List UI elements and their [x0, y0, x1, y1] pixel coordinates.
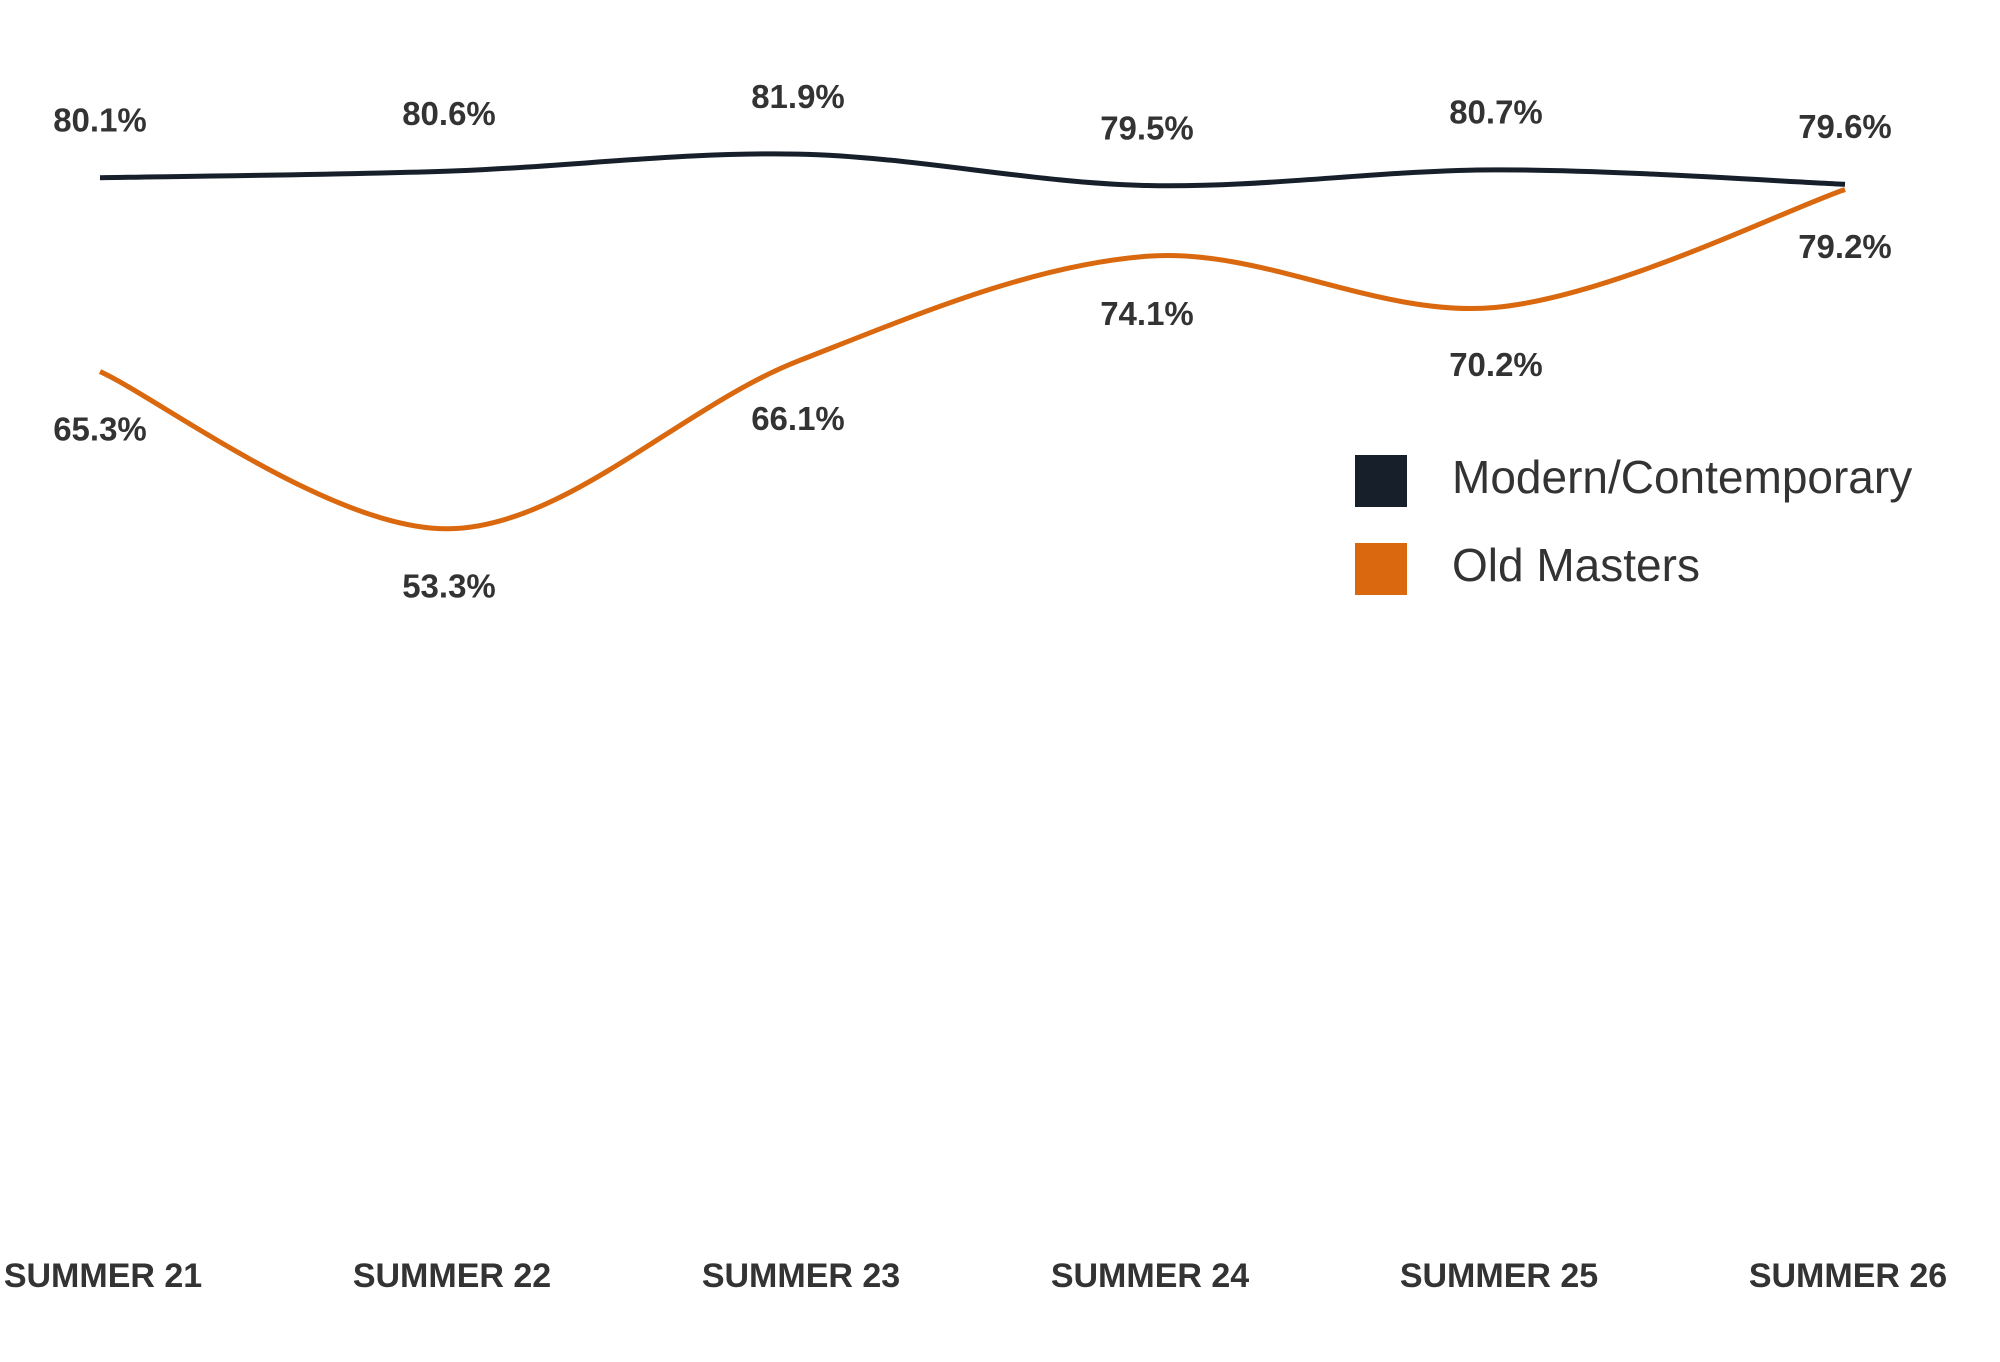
value-label: 66.1%	[751, 400, 845, 437]
legend-swatch	[1355, 543, 1407, 595]
value-label: 80.6%	[402, 95, 496, 132]
value-label: 79.5%	[1100, 109, 1194, 146]
value-label: 74.1%	[1100, 295, 1194, 332]
value-label: 80.7%	[1449, 94, 1543, 131]
legend-swatch	[1355, 455, 1407, 507]
x-tick-label: SUMMER 24	[1051, 1257, 1249, 1295]
value-label: 70.2%	[1449, 346, 1543, 383]
value-label: 79.6%	[1798, 108, 1892, 145]
value-label: 65.3%	[53, 410, 147, 447]
value-label: 80.1%	[53, 101, 147, 138]
line	[99, 151, 1846, 189]
x-tick-label: SUMMER 21	[4, 1257, 202, 1295]
line	[98, 187, 1846, 532]
legend-label: Old Masters	[1452, 539, 1700, 591]
value-label: 81.9%	[751, 78, 845, 115]
x-tick-label: SUMMER 25	[1400, 1257, 1598, 1295]
x-tick-label: SUMMER 22	[353, 1257, 551, 1295]
x-tick-label: SUMMER 23	[702, 1257, 900, 1295]
legend-label: Modern/Contemporary	[1452, 451, 1912, 503]
value-label: 53.3%	[402, 567, 496, 604]
x-tick-label: SUMMER 26	[1749, 1257, 1947, 1295]
value-label: 79.2%	[1798, 228, 1892, 265]
